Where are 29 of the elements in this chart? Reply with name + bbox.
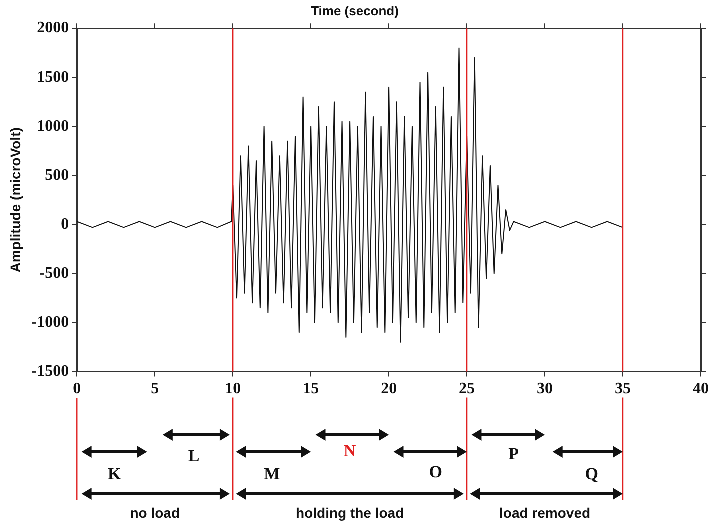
x-tick-label: 20 <box>381 380 398 398</box>
text: L <box>188 446 200 466</box>
y-tick-label: 1000 <box>37 118 70 135</box>
x-tick-label: 35 <box>615 380 632 398</box>
text: P <box>508 444 520 464</box>
x-tick-label: 40 <box>693 380 709 398</box>
y-tick-label: 1500 <box>37 68 70 86</box>
x-tick-label: 30 <box>537 380 554 398</box>
y-tick-label: 0 <box>61 216 70 233</box>
text: Q <box>585 464 598 484</box>
text: O <box>429 462 442 482</box>
text: no load <box>130 504 180 521</box>
y-axis-title: Amplitude (microVolt) <box>7 128 24 273</box>
x-tick-label: 5 <box>151 380 160 398</box>
chart-title: Time (second) <box>311 3 399 18</box>
text: load removed <box>500 504 591 521</box>
y-tick-label: -500 <box>40 264 70 282</box>
y-tick-label: 2000 <box>37 20 70 37</box>
text: M <box>264 464 280 484</box>
x-tick-label: 0 <box>73 380 82 398</box>
y-tick-label: 500 <box>45 166 70 184</box>
y-tick-label: -1000 <box>32 314 70 331</box>
text: N <box>344 441 357 460</box>
x-tick-label: 15 <box>303 380 320 398</box>
x-tick-label: 10 <box>225 380 242 398</box>
x-tick-label: 25 <box>459 380 476 398</box>
y-tick-label: -1500 <box>32 362 70 380</box>
text: K <box>108 464 122 484</box>
text: holding the load <box>296 504 404 521</box>
